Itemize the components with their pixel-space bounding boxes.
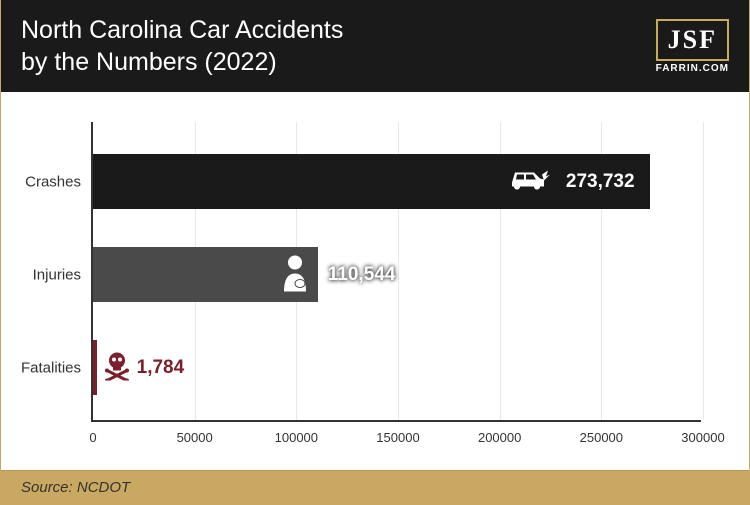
bar-injuries: Injuries110,544 [93,247,318,302]
bar-category-label: Injuries [33,266,81,283]
x-axis-tick: 250000 [580,430,623,445]
chart-container: North Carolina Car Accidents by the Numb… [0,0,750,505]
logo-subtitle: FARRIN.COM [656,63,729,74]
bar-category-label: Crashes [25,173,81,190]
bar-value-label: 1,784 [137,357,185,379]
title-line-1: North Carolina Car Accidents [21,16,343,44]
title-line-2: by the Numbers (2022) [21,48,277,76]
x-axis-tick: 300000 [681,430,724,445]
source-text: Source: NCDOT [21,479,130,496]
page-title: North Carolina Car Accidents by the Numb… [21,14,343,79]
plot: 050000100000150000200000250000300000Cras… [91,122,701,422]
gridline [703,122,704,420]
car-icon [506,164,550,199]
skull-icon [103,350,131,385]
x-axis-tick: 0 [89,430,96,445]
logo: JSF FARRIN.COM [656,19,729,74]
header: North Carolina Car Accidents by the Numb… [1,0,749,92]
x-axis-tick: 150000 [376,430,419,445]
x-axis-tick: 200000 [478,430,521,445]
bar-fatalities: Fatalities1,784 [93,340,97,395]
x-axis-tick: 100000 [275,430,318,445]
bar-crashes: Crashes273,732 [93,154,650,209]
logo-main: JSF [656,19,729,61]
bar-category-label: Fatalities [21,359,81,376]
x-axis-tick: 50000 [177,430,213,445]
bar-value-label: 110,544 [328,264,396,286]
chart-area: 0 50000 100000 150000 200000 250000 300000 Cras… [1,92,749,462]
bar-value-label: 273,732 [566,171,635,193]
person-icon [280,253,310,296]
footer: Source: NCDOT [1,470,749,504]
